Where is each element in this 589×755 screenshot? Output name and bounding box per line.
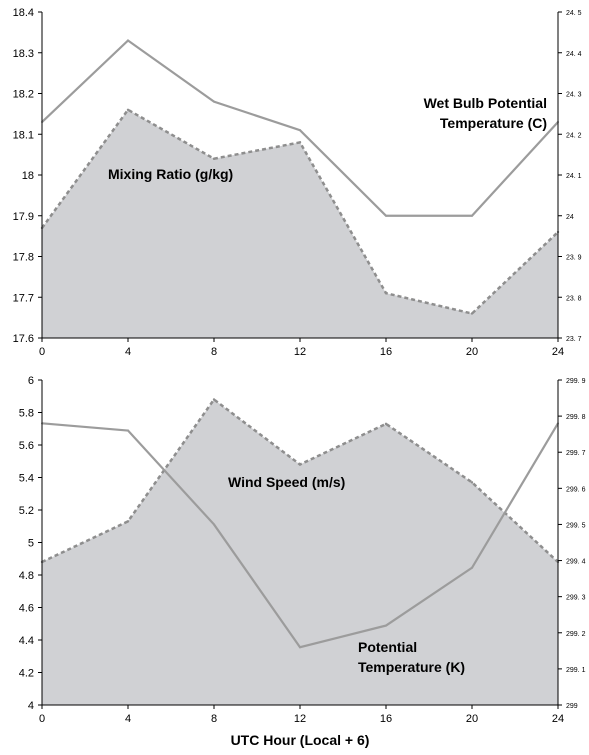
series-annotation: Wet Bulb Potential Temperature (C)	[424, 95, 547, 131]
area-point	[298, 463, 302, 466]
y-left-tick-label: 5.4	[19, 473, 34, 485]
line-point	[127, 39, 129, 42]
y-right-tick-label: 24. 2	[566, 132, 582, 139]
annotation-line: Wet Bulb Potential	[424, 95, 547, 111]
area-point	[126, 520, 130, 523]
y-right-tick-label: 299. 5	[566, 522, 586, 529]
y-right-tick-label: 23. 9	[566, 255, 582, 262]
y-right-tick-label: 24. 4	[566, 51, 582, 58]
y-right-tick-label: 299. 9	[566, 378, 586, 385]
line-point	[385, 214, 387, 217]
y-left-tick-label: 4	[28, 700, 34, 712]
y-left-tick-label: 17.7	[13, 292, 34, 304]
x-tick-label: 0	[39, 346, 45, 358]
x-tick-label: 8	[211, 346, 217, 358]
y-right-tick-label: 24. 1	[566, 173, 582, 180]
y-right-tick-label: 24. 3	[566, 92, 582, 99]
x-tick-label: 16	[380, 713, 392, 725]
line-point	[299, 646, 301, 649]
x-tick-label: 4	[125, 346, 131, 358]
y-left-tick-label: 4.4	[19, 635, 34, 647]
x-tick-label: 16	[380, 346, 392, 358]
area-point	[212, 157, 216, 160]
x-tick-label: 12	[294, 713, 306, 725]
x-tick-label: 24	[552, 713, 564, 725]
y-left-tick-label: 18.4	[13, 7, 34, 19]
y-left-tick-label: 4.8	[19, 570, 34, 582]
y-left-tick-label: 18.1	[13, 129, 34, 141]
y-left-tick-label: 17.9	[13, 211, 34, 223]
line-point	[471, 566, 473, 569]
y-right-tick-label: 299. 3	[566, 595, 586, 602]
area-point	[470, 481, 474, 484]
y-right-tick-label: 299. 6	[566, 486, 586, 493]
y-right-tick-label: 299. 8	[566, 414, 586, 421]
annotation-line: Mixing Ratio (g/kg)	[108, 166, 233, 182]
area-point	[212, 398, 216, 401]
y-left-tick-label: 4.2	[19, 668, 34, 680]
y-left-tick-label: 5.8	[19, 408, 34, 420]
annotation-line: Potential	[358, 639, 417, 655]
series-annotation: Mixing Ratio (g/kg)	[108, 166, 233, 182]
y-left-tick-label: 17.8	[13, 252, 34, 264]
line-point	[213, 523, 215, 526]
x-tick-label: 12	[294, 346, 306, 358]
y-left-tick-label: 18.2	[13, 89, 34, 101]
y-right-tick-label: 299. 4	[566, 559, 586, 566]
area-point	[384, 291, 388, 295]
y-right-tick-label: 24. 5	[566, 10, 582, 17]
area-point	[470, 312, 474, 315]
y-right-tick-label: 299. 2	[566, 631, 586, 638]
area-point	[298, 141, 302, 144]
line-point	[471, 214, 473, 217]
x-tick-label: 8	[211, 713, 217, 725]
y-left-tick-label: 4.6	[19, 603, 34, 615]
line-point	[127, 429, 129, 432]
y-left-tick-label: 18	[22, 170, 34, 182]
area-fill	[42, 109, 558, 338]
y-left-tick-label: 17.6	[13, 333, 34, 345]
series-annotation: Potential Temperature (K)	[358, 639, 465, 675]
x-tick-label: 20	[466, 346, 478, 358]
y-right-tick-label: 299	[566, 703, 578, 710]
x-tick-label: 4	[125, 713, 131, 725]
chart-panel-2: 4 4.2 4.4 4.6 4.8 5 5.2 5.4 5.6 5.8 6 299 299. 1 299.…	[19, 375, 586, 748]
series-annotation: Wind Speed (m/s)	[228, 474, 345, 490]
y-left-tick-label: 18.3	[13, 48, 34, 60]
y-right-tick-label: 299. 7	[566, 450, 586, 457]
annotation-line: Temperature (K)	[358, 659, 465, 675]
x-tick-label: 20	[466, 713, 478, 725]
line-point	[385, 624, 387, 627]
y-right-tick-label: 23. 7	[566, 336, 582, 343]
area-point	[126, 108, 130, 112]
x-tick-label: 0	[39, 713, 45, 725]
line-point	[299, 129, 301, 132]
area-point	[384, 422, 388, 426]
y-left-tick-label: 5	[28, 538, 34, 550]
y-left-tick-label: 5.2	[19, 505, 34, 517]
line-point	[213, 100, 215, 103]
x-tick-label: 24	[552, 346, 564, 358]
x-axis-title: UTC Hour (Local + 6)	[231, 732, 370, 748]
y-right-tick-label: 24	[566, 214, 574, 221]
y-left-tick-label: 6	[28, 375, 34, 387]
y-right-tick-label: 23. 8	[566, 295, 582, 302]
y-left-tick-label: 5.6	[19, 440, 34, 452]
annotation-line: Wind Speed (m/s)	[228, 474, 345, 490]
annotation-line: Temperature (C)	[440, 115, 547, 131]
y-right-tick-label: 299. 1	[566, 667, 586, 674]
